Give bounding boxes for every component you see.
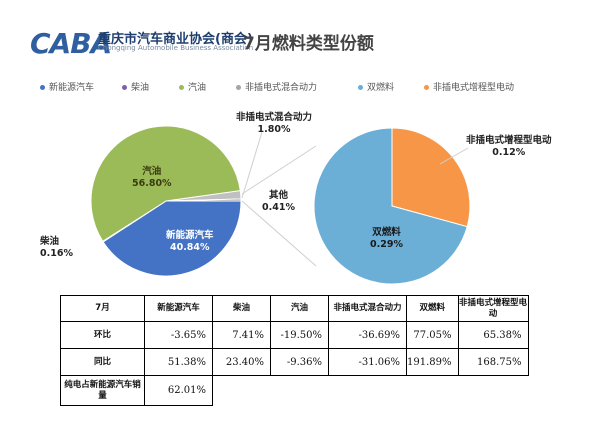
row-label: 环比 bbox=[60, 321, 145, 349]
row-label: 同比 bbox=[60, 348, 145, 376]
table-header: 非插电式增程型电动 bbox=[457, 295, 529, 322]
table-header-row: 7月 新能源汽车 柴油 汽油 非插电式混合动力 双燃料 非插电式增程型电动 bbox=[60, 295, 529, 322]
table-cell: 51.38% bbox=[144, 348, 213, 376]
table-cell: -19.50% bbox=[270, 321, 329, 349]
table-cell: 62.01% bbox=[144, 375, 213, 406]
label-dual-fuel: 双燃料 0.29% bbox=[370, 227, 403, 250]
label-non-plugin-erev: 非插电式增程型电动 0.12% bbox=[466, 135, 552, 158]
label-diesel: 柴油 0.16% bbox=[40, 236, 73, 259]
header: CABA 重庆市汽车商业协会(商会) Chongqing Automobile … bbox=[0, 0, 600, 62]
legend-dot bbox=[424, 85, 429, 90]
association-name: 重庆市汽车商业协会(商会) bbox=[98, 32, 253, 47]
connector-line-top bbox=[241, 145, 317, 195]
leader-non-plugin-hybrid bbox=[241, 131, 263, 199]
slice-non-plugin-erev bbox=[391, 127, 471, 228]
table-cell: 65.38% bbox=[457, 321, 529, 349]
row-label: 纯电占新能源汽车销量 bbox=[60, 375, 145, 406]
slice-gasoline bbox=[90, 125, 241, 242]
table-row: 环比 -3.65% 7.41% -19.50% -36.69% 77.05% 6… bbox=[60, 321, 529, 349]
legend-item-non-plugin-hybrid: 非插电式混合动力 bbox=[236, 80, 317, 93]
table-cell: -3.65% bbox=[144, 321, 213, 349]
table-header: 汽油 bbox=[270, 295, 329, 322]
caba-logo: CABA bbox=[30, 27, 112, 60]
legend-dot bbox=[40, 85, 45, 90]
association-name-en: Chongqing Automobile Business Associatio… bbox=[98, 44, 254, 52]
legend-item-non-plugin-erev: 非插电式增程型电动 bbox=[424, 80, 514, 93]
connector-line-bottom bbox=[241, 200, 317, 267]
table-cell: 191.89% bbox=[406, 348, 459, 376]
slice-dual-fuel bbox=[313, 127, 468, 285]
table-cell: 23.40% bbox=[212, 348, 271, 376]
legend-item-gasoline: 汽油 bbox=[179, 80, 206, 93]
growth-table: 7月 新能源汽车 柴油 汽油 非插电式混合动力 双燃料 非插电式增程型电动 环比… bbox=[60, 295, 529, 406]
legend-dot bbox=[122, 85, 127, 90]
table-cell: 7.41% bbox=[212, 321, 271, 349]
table-cell: 77.05% bbox=[406, 321, 459, 349]
table-row: 纯电占新能源汽车销量 62.01% bbox=[60, 375, 528, 406]
table-cell: -36.69% bbox=[328, 321, 407, 349]
table-header: 柴油 bbox=[212, 295, 271, 322]
legend-dot bbox=[236, 85, 241, 90]
pie-chart-area bbox=[90, 125, 471, 285]
label-gasoline: 汽油 56.80% bbox=[132, 166, 172, 189]
chart-title: 7月燃料类型份额 bbox=[243, 34, 374, 54]
table-empty-cell bbox=[212, 375, 528, 406]
legend-item-dual-fuel: 双燃料 bbox=[358, 80, 394, 93]
table-header: 新能源汽车 bbox=[144, 295, 213, 322]
chart-legend: 新能源汽车 柴油 汽油 非插电式混合动力 双燃料 非插电式增程型电动 bbox=[40, 80, 600, 96]
legend-item-diesel: 柴油 bbox=[122, 80, 149, 93]
table-cell: -9.36% bbox=[270, 348, 329, 376]
legend-dot bbox=[358, 85, 363, 90]
table-cell: 168.75% bbox=[457, 348, 529, 376]
label-nev: 新能源汽车 40.84% bbox=[166, 230, 214, 253]
table-header: 非插电式混合动力 bbox=[328, 295, 407, 322]
label-other: 其他 0.41% bbox=[262, 190, 295, 213]
table-row: 同比 51.38% 23.40% -9.36% -31.06% 191.89% … bbox=[60, 348, 529, 376]
table-header: 双燃料 bbox=[406, 295, 459, 322]
legend-dot bbox=[179, 85, 184, 90]
table-cell: -31.06% bbox=[328, 348, 407, 376]
leader-non-plugin-erev bbox=[439, 147, 469, 165]
table-header: 7月 bbox=[60, 295, 145, 322]
legend-item-nev: 新能源汽车 bbox=[40, 80, 94, 93]
label-non-plugin-hybrid: 非插电式混合动力 1.80% bbox=[236, 112, 313, 135]
